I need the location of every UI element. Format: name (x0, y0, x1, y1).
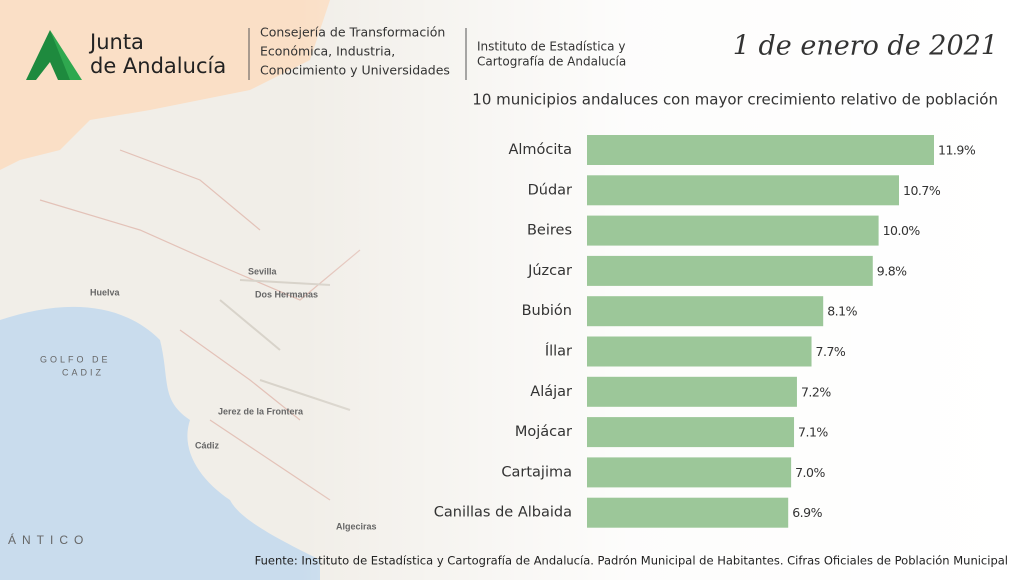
bar (587, 457, 792, 488)
bar (587, 497, 789, 528)
category-label: Alájar (530, 384, 572, 400)
map-label: Algeciras (336, 521, 377, 531)
category-label: Íllar (545, 343, 572, 360)
value-label: 7.7% (816, 344, 846, 359)
value-label: 9.8% (877, 263, 907, 278)
bar (587, 376, 797, 407)
value-label: 7.2% (801, 384, 831, 399)
value-label: 6.9% (792, 505, 822, 520)
header: Junta de Andalucía Consejería de Transfo… (26, 25, 998, 80)
category-label: Canillas de Albaida (434, 505, 572, 521)
value-label: 11.9% (938, 143, 976, 158)
category-label: Mojácar (515, 424, 572, 440)
department: Económica, Industria, (260, 44, 395, 59)
bar (587, 417, 795, 448)
category-label: Almócita (508, 142, 572, 158)
map-label: ÁNTICO (8, 532, 89, 547)
bar (587, 135, 935, 165)
value-label: 8.1% (827, 304, 857, 319)
chart-title: 10 municipios andaluces con mayor crecim… (472, 91, 998, 109)
source: Fuente: Instituto de Estadística y Carto… (255, 554, 1008, 568)
bar-chart: Almócita 11.9% Dúdar 10.7% Beires 10.0% Júzcar… (434, 135, 976, 528)
category-label: Dúdar (528, 182, 572, 198)
map-label: Huelva (90, 287, 121, 297)
map-label: CADIZ (62, 367, 104, 377)
bar (587, 336, 812, 367)
institute: Cartografía de Andalucía (477, 55, 626, 69)
category-label: Beires (527, 223, 572, 239)
bar (587, 255, 873, 286)
logo-mark (26, 30, 72, 80)
category-label: Júzcar (527, 263, 572, 279)
category-label: Cartajima (501, 464, 572, 480)
value-label: 7.0% (795, 465, 825, 480)
department: Consejería de Transformación (260, 25, 445, 40)
value-label: 10.7% (903, 183, 941, 198)
map-label: Sevilla (248, 266, 278, 276)
map-label: GOLFO DE (40, 354, 111, 364)
bar (587, 296, 824, 327)
logo-text: de Andalucía (90, 54, 226, 78)
bar (587, 175, 900, 206)
logo-text: Junta (88, 30, 144, 54)
value-label: 7.1% (798, 425, 828, 440)
value-label: 10.0% (883, 223, 921, 238)
date: 1 de enero de 2021 (733, 31, 998, 62)
map-label: Dos Hermanas (255, 289, 318, 299)
category-label: Bubión (522, 303, 572, 319)
map-label: Cádiz (195, 440, 220, 450)
department: Conocimiento y Universidades (260, 63, 450, 78)
map-label: Jerez de la Frontera (218, 406, 304, 416)
logo-mark (50, 30, 82, 80)
bar (587, 215, 879, 246)
institute: Instituto de Estadística y (477, 40, 625, 54)
